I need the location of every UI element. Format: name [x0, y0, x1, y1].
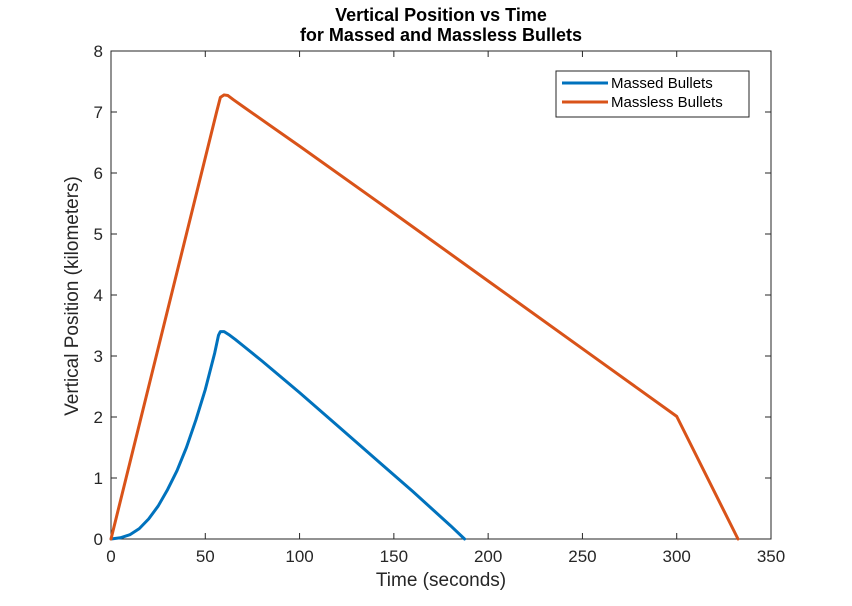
- legend: Massed Bullets Massless Bullets: [555, 70, 750, 118]
- y-tick-label: 5: [94, 225, 103, 244]
- chart-title-line-2: for Massed and Massless Bullets: [300, 25, 582, 45]
- legend-box: [555, 70, 750, 118]
- chart-title-line-1: Vertical Position vs Time: [335, 5, 547, 25]
- plot-area: 0 50 100 150 200 250 300 350 0 1 2 3 4 5 6 7 8: [94, 42, 786, 566]
- y-tick-label: 8: [94, 42, 103, 61]
- legend-label: Massed Bullets: [611, 75, 713, 92]
- x-tick-label: 0: [106, 547, 115, 566]
- x-tick-label: 50: [196, 547, 215, 566]
- y-tick-label: 4: [94, 286, 103, 305]
- x-tick-label: 200: [474, 547, 502, 566]
- y-axis-label: Vertical Position (kilometers): [62, 176, 83, 416]
- x-tick-label: 350: [757, 547, 785, 566]
- y-tick-label: 1: [94, 469, 103, 488]
- series-line-massed: [109, 330, 467, 541]
- y-tick-label: 6: [94, 164, 103, 183]
- y-tick-label: 7: [94, 103, 103, 122]
- series-line-massless: [109, 93, 740, 541]
- legend-label: Massless Bullets: [611, 94, 723, 111]
- x-tick-label: 150: [380, 547, 408, 566]
- plot-frame: [110, 50, 772, 540]
- x-tick-label: 100: [285, 547, 313, 566]
- x-tick-label: 250: [568, 547, 596, 566]
- x-tick-label: 300: [663, 547, 691, 566]
- y-tick-label: 3: [94, 347, 103, 366]
- y-tick-label: 2: [94, 408, 103, 427]
- y-tick-label: 0: [94, 530, 103, 549]
- chart-title: Vertical Position vs Time for Massed and…: [300, 5, 582, 45]
- x-axis-label: Time (seconds): [376, 570, 506, 591]
